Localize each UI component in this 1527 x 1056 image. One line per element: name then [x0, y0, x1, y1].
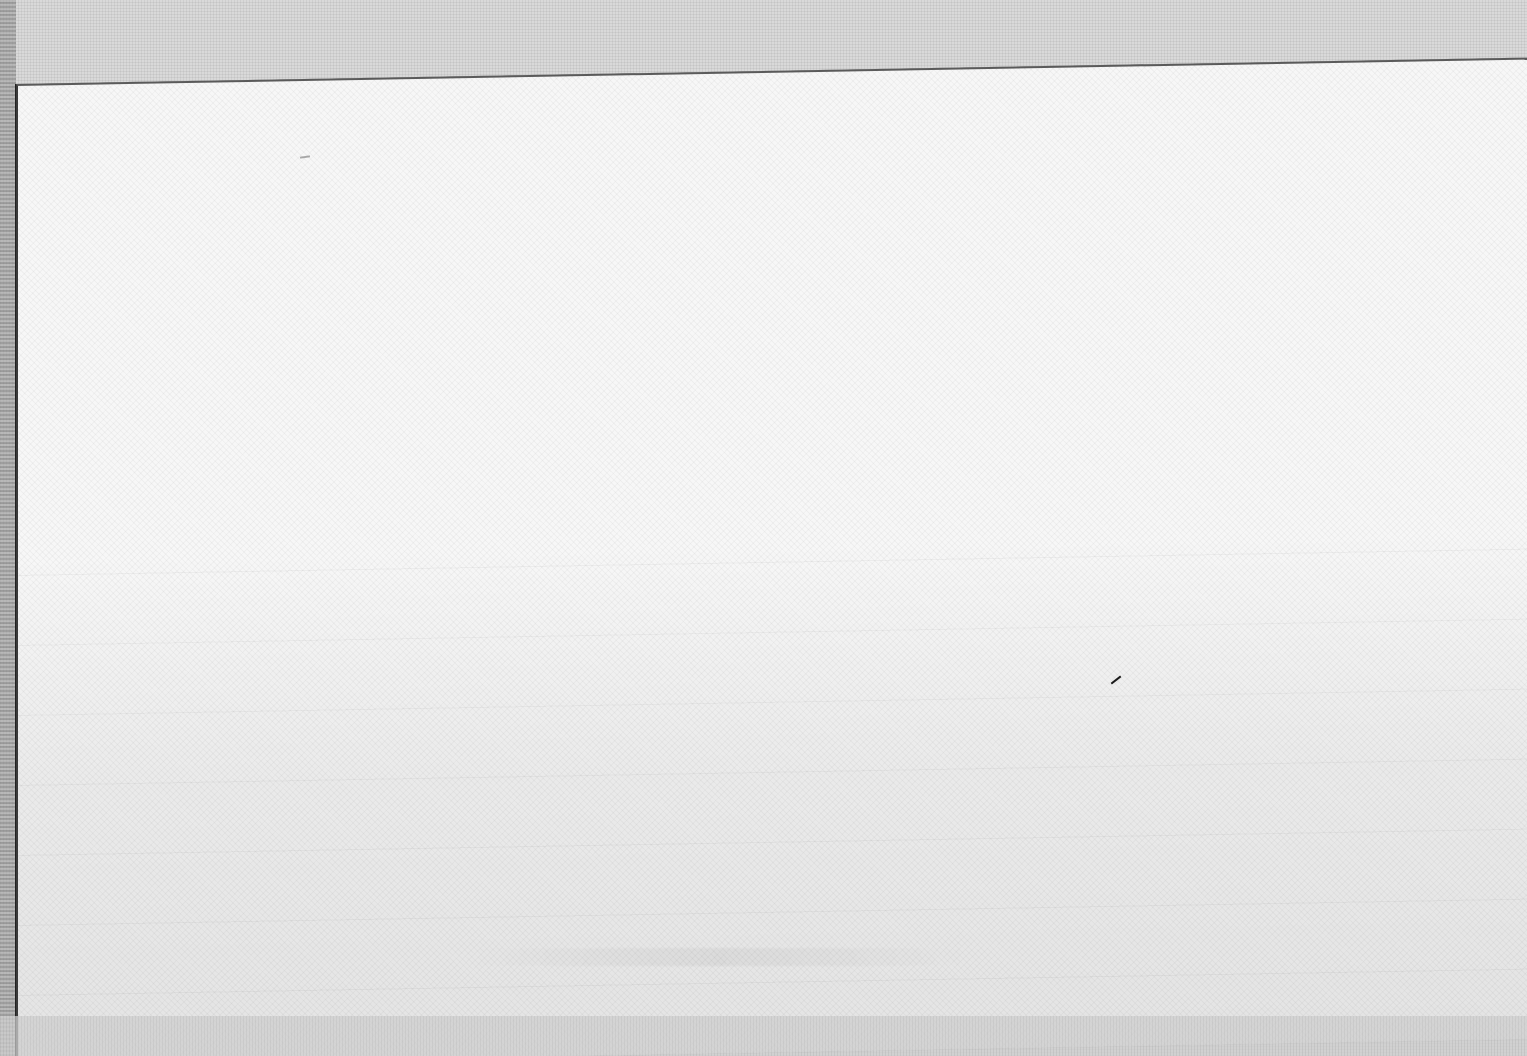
- faint-scan-texture: [18, 529, 1527, 1056]
- blank-document-sheet: [16, 57, 1527, 1056]
- scanner-edge-band: [0, 0, 16, 1056]
- illegible-faint-marking: [460, 948, 980, 966]
- scanner-bottom-band: [0, 1016, 1527, 1056]
